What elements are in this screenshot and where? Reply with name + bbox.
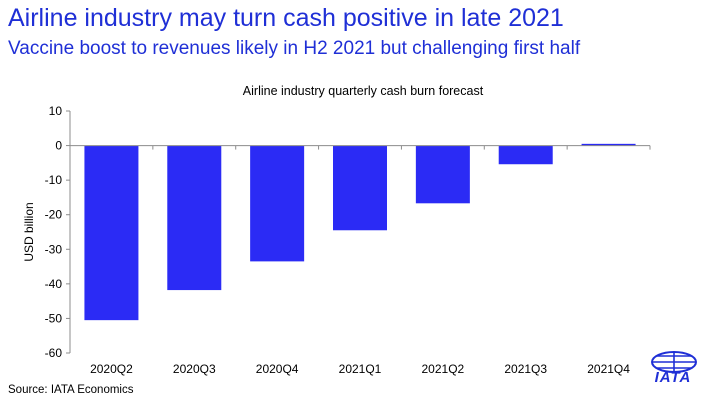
y-axis-label: USD billion (22, 202, 36, 261)
y-tick-label: -10 (45, 173, 63, 187)
chart-title: Airline industry quarterly cash burn for… (243, 84, 484, 98)
bar-2020Q3 (167, 145, 222, 291)
bar-2021Q2 (415, 145, 470, 204)
y-axis: 10 0 -10 -20 -30 -40 -50 -60 (45, 104, 71, 360)
bars-group (84, 143, 636, 321)
y-tick-label: 0 (55, 139, 62, 153)
y-tick-label: -50 (45, 311, 63, 325)
x-tick-label: 2021Q4 (587, 362, 630, 376)
source-note: Source: IATA Economics (8, 384, 134, 396)
page-title: Airline industry may turn cash positive … (8, 4, 564, 32)
bar-2020Q2 (84, 145, 139, 321)
x-tick-label: 2020Q4 (256, 362, 299, 376)
bar-2021Q4 (581, 143, 636, 146)
y-tick-label: -20 (45, 208, 63, 222)
bar-2020Q4 (250, 145, 305, 262)
y-tick-label: -30 (45, 242, 63, 256)
logo-text: IATA (654, 369, 692, 386)
x-tick-label: 2020Q2 (90, 362, 133, 376)
page-subtitle: Vaccine boost to revenues likely in H2 2… (8, 38, 581, 59)
y-tick-label: -60 (45, 346, 63, 360)
x-tick-label: 2020Q3 (173, 362, 216, 376)
bar-2021Q3 (498, 145, 553, 165)
x-tick-label: 2021Q2 (422, 362, 465, 376)
x-tick-label: 2021Q1 (339, 362, 382, 376)
y-tick-label: -40 (45, 277, 63, 291)
y-tick-label: 10 (49, 104, 63, 118)
iata-globe-icon (651, 351, 697, 373)
x-tick-label: 2021Q3 (504, 362, 547, 376)
x-axis: 2020Q2 2020Q3 2020Q4 2021Q1 2021Q2 2021Q3 2021… (69, 145, 651, 376)
bar-2021Q1 (333, 145, 387, 231)
